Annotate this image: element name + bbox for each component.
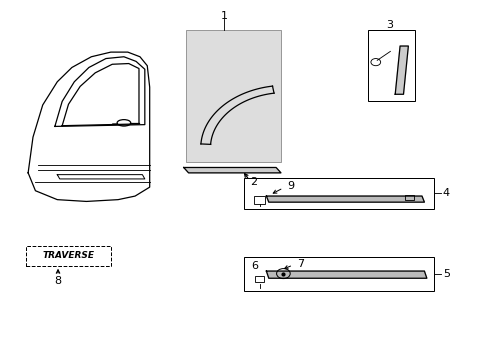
Text: 1: 1 — [220, 12, 227, 21]
Bar — [186, 30, 281, 162]
Bar — [244, 178, 433, 208]
Text: 2: 2 — [249, 177, 256, 187]
Bar — [26, 246, 111, 266]
Text: 8: 8 — [54, 276, 61, 286]
Text: TRAVERSE: TRAVERSE — [42, 251, 94, 260]
Text: 7: 7 — [296, 258, 304, 269]
Bar — [244, 257, 433, 291]
Text: 5: 5 — [442, 269, 449, 279]
Text: 9: 9 — [286, 181, 294, 192]
Text: 4: 4 — [442, 188, 449, 198]
Bar — [404, 195, 413, 200]
Bar — [368, 30, 414, 102]
Polygon shape — [266, 196, 424, 202]
Text: 3: 3 — [385, 19, 392, 30]
Polygon shape — [394, 46, 407, 94]
Polygon shape — [183, 167, 281, 173]
Polygon shape — [266, 271, 426, 278]
Text: 6: 6 — [251, 261, 258, 271]
Bar — [254, 197, 264, 204]
Bar — [255, 276, 264, 282]
